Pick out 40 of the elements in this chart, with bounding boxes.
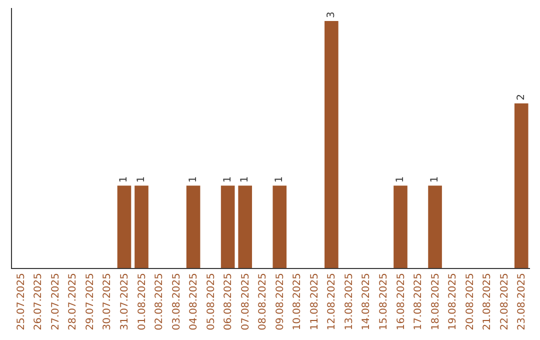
x-tick-label: 06.08.2025 (223, 273, 234, 330)
data-label: 1 (240, 176, 251, 183)
data-label: 1 (136, 176, 147, 183)
data-label: 1 (274, 176, 286, 183)
data-label: 1 (118, 176, 130, 183)
x-tick-label: 08.08.2025 (258, 273, 269, 330)
data-label: 1 (188, 176, 199, 183)
data-label: 1 (430, 176, 441, 183)
x-tick-label: 01.08.2025 (136, 273, 148, 330)
data-label: 3 (326, 12, 337, 18)
x-tick-label: 21.08.2025 (482, 273, 494, 330)
x-tick-label: 03.08.2025 (171, 273, 182, 330)
x-tick-label: 10.08.2025 (292, 273, 304, 330)
x-tick-label: 31.07.2025 (119, 273, 130, 330)
x-tick-label: 25.07.2025 (16, 273, 27, 330)
x-tick-label: 19.08.2025 (448, 273, 459, 330)
x-tick-label: 14.08.2025 (361, 273, 372, 330)
x-tick-label: 11.08.2025 (309, 273, 320, 330)
x-tick-label: 28.07.2025 (68, 273, 79, 330)
x-tick-label: 22.08.2025 (499, 273, 510, 330)
x-tick-label: 07.08.2025 (240, 273, 252, 330)
data-label: 1 (395, 176, 406, 183)
x-tick-label: 16.08.2025 (396, 273, 407, 330)
x-tick-label: 09.08.2025 (274, 273, 286, 330)
x-tick-label: 13.08.2025 (344, 273, 355, 330)
x-tick-label: 02.08.2025 (154, 273, 166, 330)
x-tick-label: 04.08.2025 (188, 273, 200, 330)
x-tick-label: 29.07.2025 (84, 273, 96, 330)
data-label: 2 (516, 94, 527, 100)
x-tick-label: 17.08.2025 (413, 273, 424, 330)
data-label: 1 (222, 176, 234, 183)
x-tick-label: 18.08.2025 (430, 273, 442, 330)
x-tick-label: 30.07.2025 (102, 273, 114, 330)
x-tick-label: 27.07.2025 (50, 273, 62, 330)
x-tick-label: 23.08.2025 (516, 273, 528, 330)
x-tick-label: 12.08.2025 (326, 273, 338, 330)
x-tick-label: 15.08.2025 (378, 273, 390, 330)
x-tick-label: 26.07.2025 (33, 273, 44, 330)
x-tick-label: 20.08.2025 (464, 273, 476, 330)
x-tick-label: 05.08.2025 (206, 273, 217, 330)
